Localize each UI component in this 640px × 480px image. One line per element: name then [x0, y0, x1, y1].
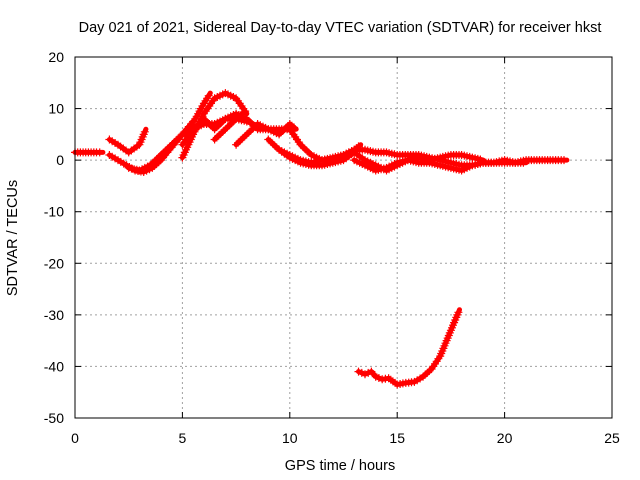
series-track-k	[350, 156, 529, 175]
data-point	[140, 127, 149, 136]
series-track-h	[232, 120, 299, 149]
data-point	[290, 123, 299, 132]
y-tick-label: 20	[48, 49, 64, 65]
x-tick-label: 15	[389, 430, 405, 446]
data-point	[354, 367, 363, 376]
series-track-l	[354, 307, 463, 389]
data-point	[454, 308, 463, 317]
y-tick-label: 10	[48, 101, 64, 117]
data-point	[560, 156, 568, 165]
data-point	[204, 91, 213, 100]
data-point	[241, 107, 250, 116]
y-tick-label: -30	[44, 307, 64, 323]
chart-title: Day 021 of 2021, Sidereal Day-to-day VTE…	[79, 20, 602, 36]
x-tick-label: 20	[497, 430, 513, 446]
y-tick-label: -40	[44, 358, 64, 374]
series-track-a	[71, 148, 106, 157]
y-tick-label: -20	[44, 255, 64, 271]
data-point	[374, 374, 383, 382]
series-track-c	[105, 126, 149, 157]
y-axis-label: SDTVAR / TECUs	[5, 180, 21, 296]
data-layer	[71, 89, 570, 389]
series-line	[212, 111, 245, 142]
y-tick-label: -10	[44, 204, 64, 220]
x-tick-label: 0	[71, 430, 79, 446]
y-tick-label: -50	[44, 410, 64, 426]
plot-frame	[74, 56, 613, 419]
series-track-g	[210, 111, 245, 144]
data-point	[519, 158, 528, 167]
x-axis-label: GPS time / hours	[285, 458, 395, 474]
x-tick-label: 10	[282, 430, 298, 446]
x-tick-label: 25	[604, 430, 620, 446]
y-tick-label: 0	[56, 152, 64, 168]
grid	[75, 57, 612, 418]
y-axis: 20 10 0 -10 -20 -30 -40 -50	[44, 49, 612, 426]
data-point	[236, 111, 245, 120]
x-axis: 0 5 10 15 20 25	[71, 57, 620, 446]
x-tick-label: 5	[179, 430, 187, 446]
data-point	[95, 148, 104, 157]
